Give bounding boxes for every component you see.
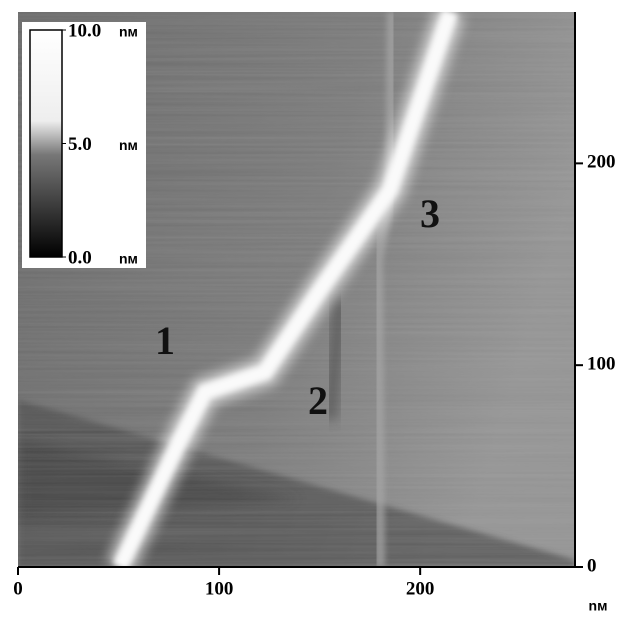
colorbar-label: 5.0	[68, 134, 92, 155]
annotation: 3	[420, 191, 440, 236]
y-tick-label: 100	[587, 354, 616, 375]
colorbar-unit: nм	[119, 137, 138, 153]
colorbar-label: 10.0	[68, 20, 101, 41]
x-unit: nм	[589, 598, 608, 614]
x-tick-label: 200	[406, 578, 435, 599]
micrograph	[18, 12, 575, 567]
colorbar	[29, 29, 63, 258]
annotation: 2	[308, 378, 328, 423]
x-tick-label: 0	[13, 578, 23, 599]
colorbar-unit: nм	[119, 251, 138, 267]
colorbar-label: 0.0	[68, 247, 92, 268]
y-tick-label: 200	[587, 152, 616, 173]
x-tick-label: 100	[205, 578, 234, 599]
colorbar-unit: nм	[119, 24, 138, 40]
annotation: 1	[155, 318, 175, 363]
y-tick-label: 0	[587, 555, 597, 576]
